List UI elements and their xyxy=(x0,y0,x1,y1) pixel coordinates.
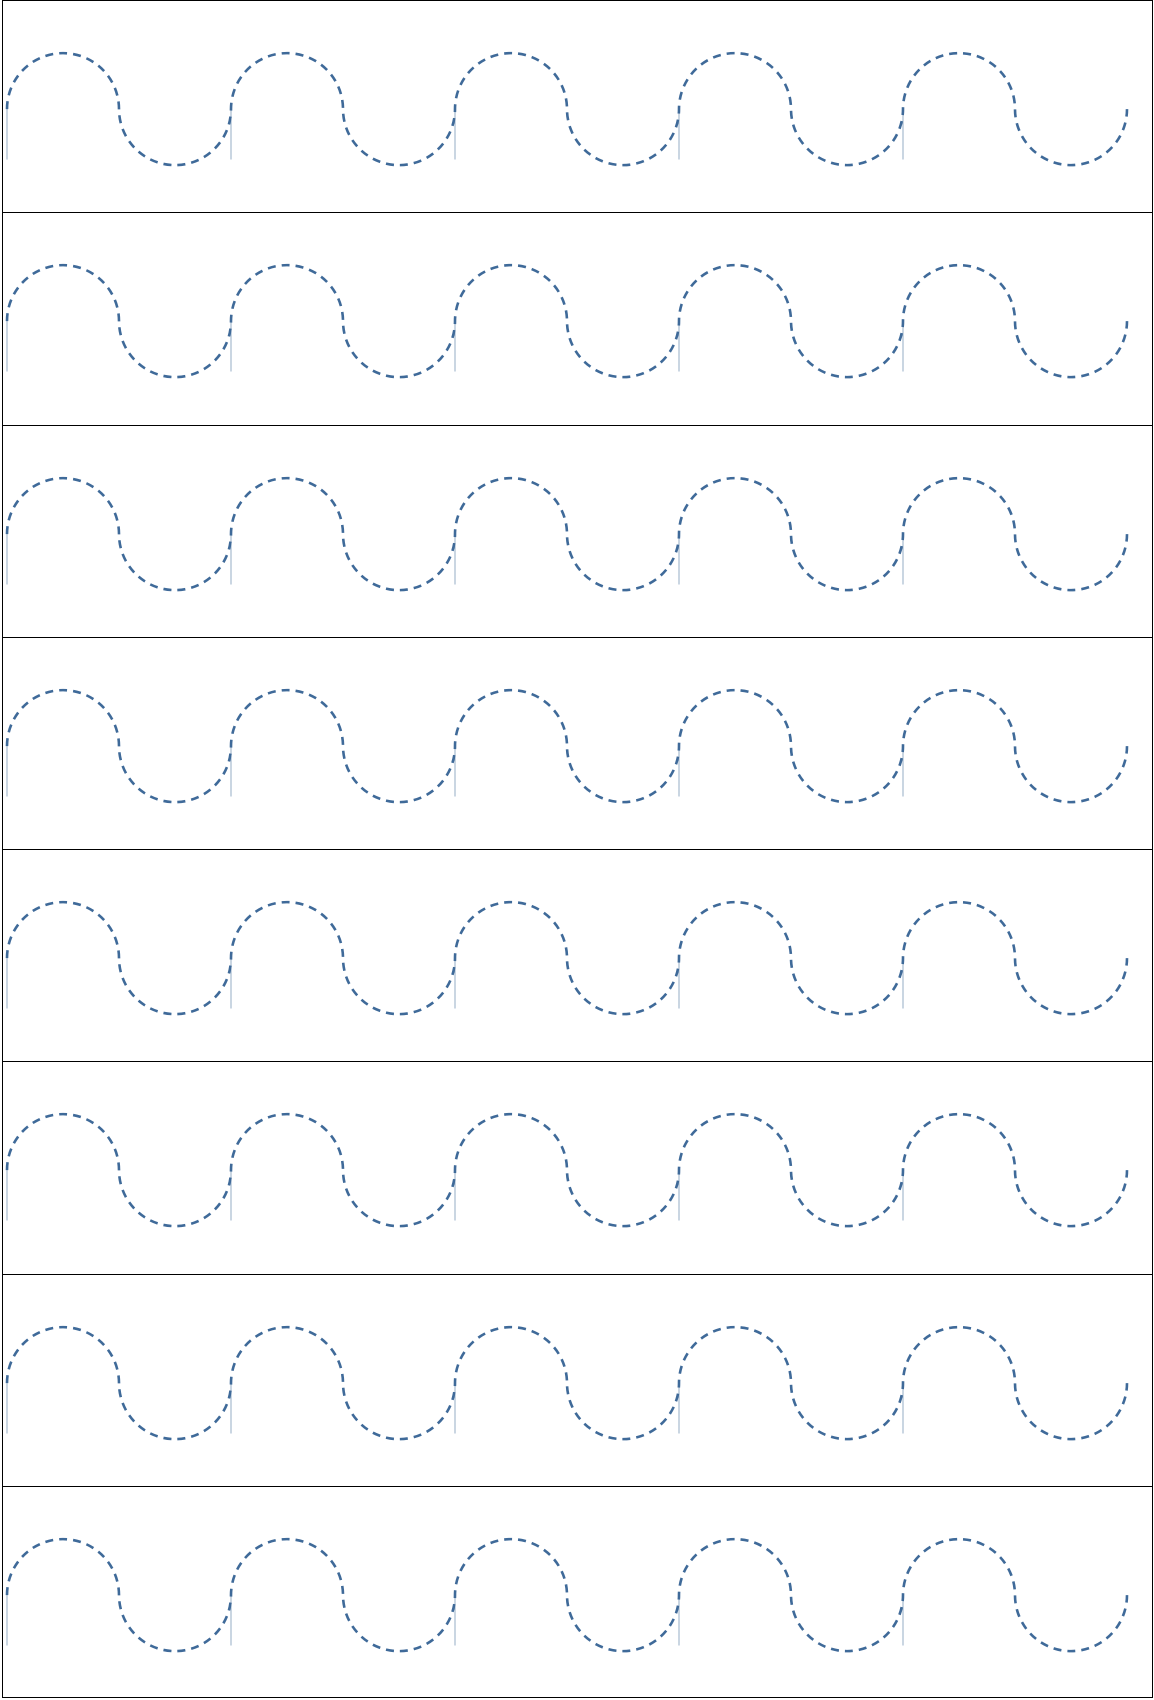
dashed-wave-guide[interactable] xyxy=(5,51,1129,167)
dashed-wave-guide[interactable] xyxy=(5,1537,1129,1653)
tracing-row-canvas xyxy=(5,264,1129,379)
tracing-row-canvas xyxy=(5,1537,1129,1653)
dashed-wave-guide[interactable] xyxy=(5,476,1129,591)
dashed-wave-guide[interactable] xyxy=(5,900,1129,1016)
tracing-row-canvas xyxy=(5,1113,1129,1228)
tracing-row xyxy=(2,424,1153,637)
tracing-row xyxy=(2,636,1153,850)
dashed-wave-guide[interactable] xyxy=(5,1325,1129,1440)
tracing-row-canvas xyxy=(5,1325,1129,1440)
tracing-row-canvas xyxy=(5,476,1129,591)
tracing-row xyxy=(2,212,1153,425)
tracing-row xyxy=(2,1485,1153,1699)
dashed-wave-guide[interactable] xyxy=(5,688,1129,804)
tracing-row xyxy=(2,849,1153,1062)
tracing-row xyxy=(2,0,1153,213)
tracing-row-canvas xyxy=(5,900,1129,1016)
tracing-row xyxy=(2,1061,1153,1274)
tracing-row-canvas xyxy=(5,688,1129,804)
dashed-wave-guide[interactable] xyxy=(5,264,1129,379)
tracing-row xyxy=(2,1273,1153,1486)
tracing-row-canvas xyxy=(5,51,1129,167)
dashed-wave-guide[interactable] xyxy=(5,1113,1129,1228)
